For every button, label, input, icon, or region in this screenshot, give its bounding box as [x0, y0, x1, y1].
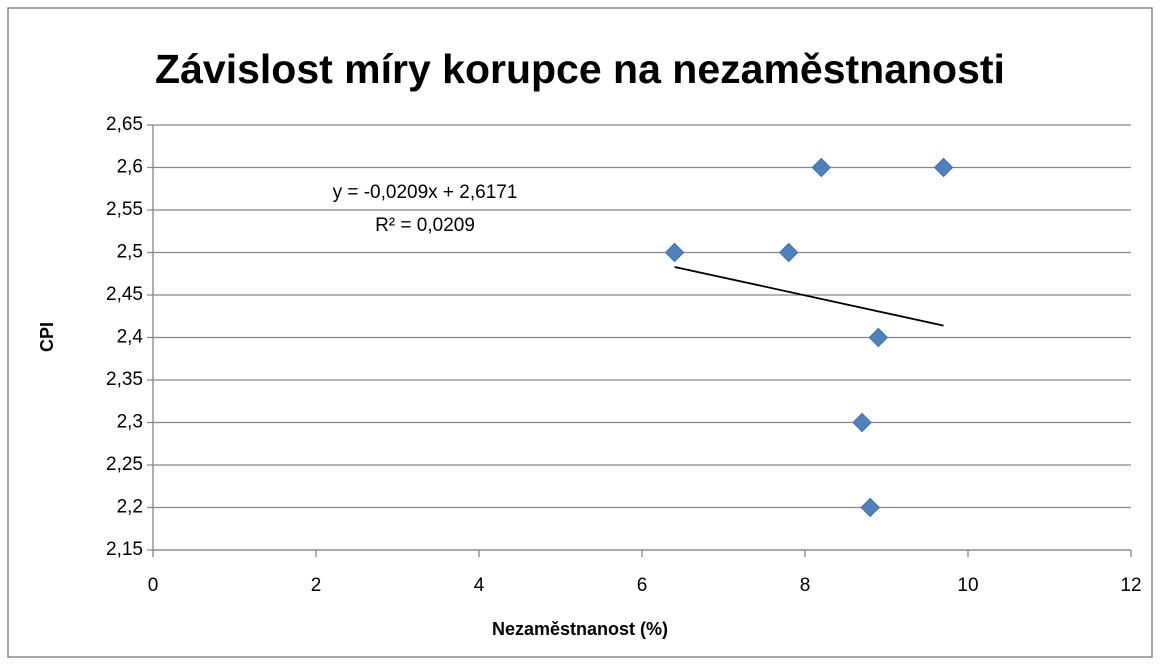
y-tick-label: 2,15 — [106, 539, 143, 560]
x-axis-label: Nezaměstnanost (%) — [492, 619, 668, 639]
y-tick-label: 2,35 — [106, 369, 143, 390]
y-tick-label: 2,3 — [117, 412, 143, 433]
data-point — [811, 157, 832, 178]
chart-frame — [7, 7, 1153, 658]
y-axis-label: CPI — [37, 322, 57, 352]
y-tick-label: 2,4 — [117, 327, 144, 348]
trendline — [674, 266, 944, 327]
chart-title: Závislost míry korupce na nezaměstnanost… — [155, 46, 1005, 92]
x-tick-label: 10 — [957, 575, 978, 596]
y-tick-label: 2,55 — [106, 199, 143, 220]
data-point — [852, 412, 872, 433]
y-tick-label: 2,6 — [117, 157, 143, 178]
y-tick-label: 2,45 — [106, 284, 143, 305]
data-point — [933, 157, 954, 178]
x-tick-label: 12 — [1120, 575, 1141, 596]
y-tick-label: 2,65 — [106, 114, 143, 135]
y-tick-label: 2,2 — [117, 497, 143, 518]
data-point — [664, 242, 685, 263]
data-point — [860, 497, 880, 518]
annotation: y = -0,0209x + 2,6171 — [333, 182, 518, 203]
x-tick-label: 8 — [800, 575, 811, 596]
y-tick-label: 2,5 — [117, 242, 143, 263]
x-tick-label: 2 — [311, 575, 322, 596]
y-tick-label: 2,25 — [106, 454, 143, 475]
data-point — [868, 327, 889, 348]
x-tick-label: 6 — [637, 575, 648, 596]
annotation: R² = 0,0209 — [375, 215, 475, 236]
x-tick-label: 4 — [474, 575, 485, 596]
x-tick-label: 0 — [148, 575, 159, 596]
data-point — [778, 242, 799, 263]
